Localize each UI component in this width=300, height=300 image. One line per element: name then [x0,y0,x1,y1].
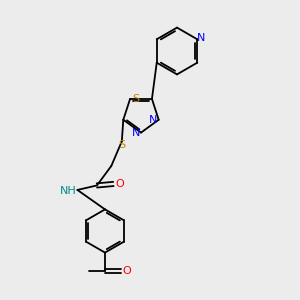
Text: S: S [118,140,125,150]
Text: S: S [132,94,139,104]
Text: N: N [149,115,158,125]
Text: O: O [123,266,132,276]
Text: N: N [197,33,206,43]
Text: NH: NH [59,186,76,197]
Text: N: N [131,128,140,138]
Text: O: O [116,179,124,189]
